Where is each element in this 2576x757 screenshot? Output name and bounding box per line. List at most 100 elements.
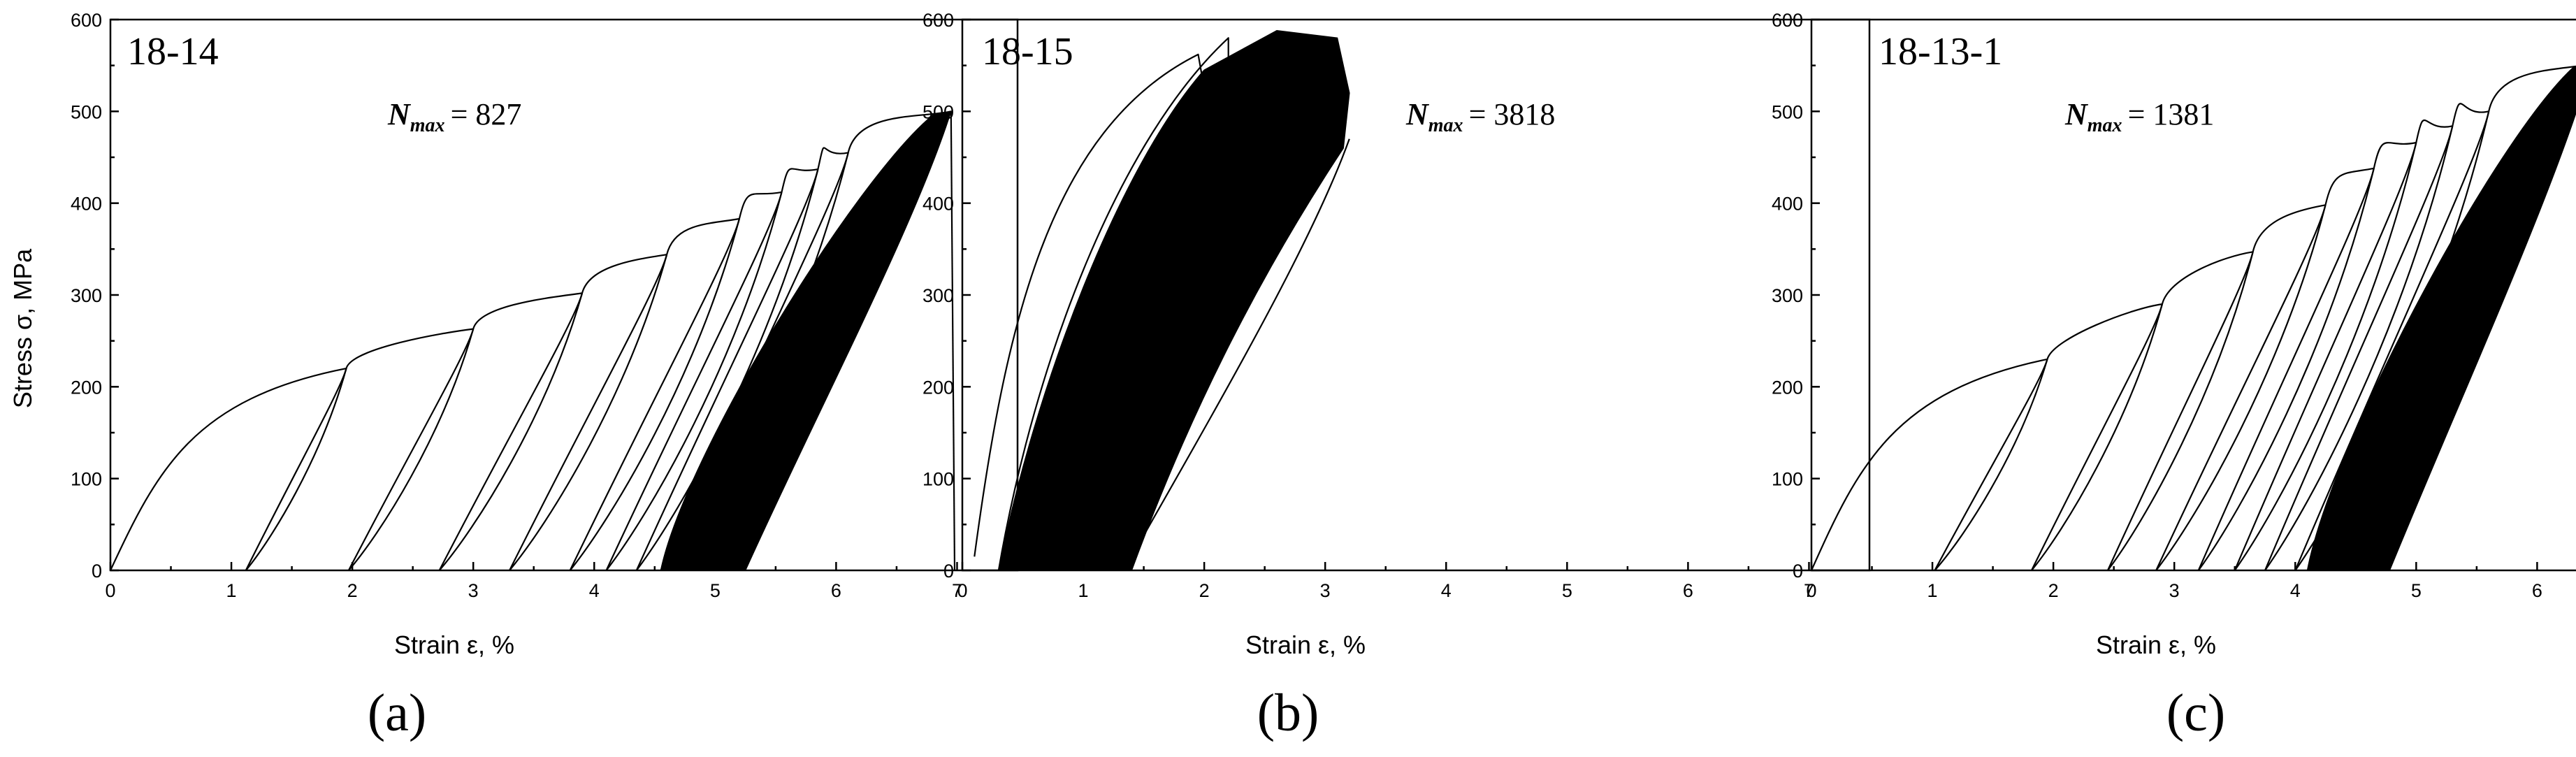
chart-panel-c: 0 1 2 3 4 5 6 70 100 200 300 400 500 600 18-13-1 Nmax… — [1772, 10, 2576, 742]
x-tick-label: 0 — [1806, 580, 1816, 601]
x-tick-label: 5 — [710, 580, 721, 601]
y-axis-title: Stress σ, MPa — [8, 248, 37, 408]
x-tick-label: 1 — [226, 580, 237, 601]
reloading-curve — [2264, 103, 2489, 571]
data-curves — [110, 110, 956, 571]
reloading-curve — [2294, 65, 2576, 571]
nmax-subscript: max — [2087, 115, 2122, 136]
reloading-curve — [245, 328, 474, 571]
x-axis-title: Strain ε, % — [2096, 630, 2216, 659]
y-tick-label: 100 — [1772, 469, 1803, 490]
x-tick-label: 3 — [2169, 580, 2180, 601]
y-tick-label: 200 — [1772, 377, 1803, 398]
y-tick-label: 400 — [922, 194, 954, 215]
x-tick-label: 2 — [1199, 580, 1210, 601]
x-tick-label: 0 — [957, 580, 967, 601]
y-tick-label: 100 — [922, 469, 954, 490]
y-tick-label: 200 — [922, 377, 954, 398]
nmax-label: Nmax = 3818 — [1405, 97, 1555, 136]
unloading-curve — [2155, 205, 2327, 571]
unloading-curve — [245, 368, 347, 571]
x-tick-label: 3 — [1320, 580, 1331, 601]
reloading-curve — [1934, 303, 2163, 571]
initial-loading-curve — [110, 368, 347, 571]
y-tick-label: 0 — [92, 561, 102, 582]
initial-loading-curve — [1810, 358, 2048, 571]
unloading-curve — [438, 293, 584, 571]
y-tick-label: 500 — [1772, 101, 1803, 122]
unloading-curve — [2197, 168, 2375, 571]
x-tick-label: 6 — [831, 580, 841, 601]
nmax-value: = 3818 — [1469, 97, 1556, 131]
nmax-symbol: N — [387, 97, 412, 131]
x-tick-label: 4 — [2290, 580, 2301, 601]
reloading-curve — [569, 191, 782, 571]
y-tick-label: 0 — [1793, 561, 1803, 582]
nmax-symbol: N — [1405, 97, 1430, 131]
x-tick-label: 4 — [1441, 580, 1452, 601]
x-tick-label: 1 — [1927, 580, 1938, 601]
y-tick-label: 300 — [1772, 285, 1803, 306]
x-tick-label: 5 — [2411, 580, 2422, 601]
nmax-symbol: N — [2064, 97, 2089, 131]
nmax-value: = 827 — [451, 97, 522, 131]
final-unload-curve — [1131, 138, 1350, 557]
y-tick-label: 600 — [71, 10, 102, 31]
sample-id-label: 18-14 — [127, 30, 219, 73]
y-tick-label: 300 — [922, 285, 954, 306]
nmax-value: = 1381 — [2128, 97, 2215, 131]
x-tick-label: 6 — [1683, 580, 1693, 601]
unloading-curve — [569, 218, 740, 571]
x-tick-label: 2 — [2048, 580, 2059, 601]
x-tick-label: 7 — [1804, 580, 1814, 601]
data-curves — [1810, 65, 2576, 571]
dense-cycle-region — [997, 30, 1350, 571]
x-tick-label: 1 — [1078, 580, 1089, 601]
reloading-curve — [2031, 251, 2253, 571]
panel-label: (a) — [368, 684, 426, 742]
sample-id-label: 18-13-1 — [1879, 30, 2002, 73]
y-tick-label: 400 — [1772, 194, 1803, 215]
sample-id-label: 18-15 — [982, 30, 1073, 73]
data-curves — [974, 30, 1350, 571]
x-tick-label: 4 — [589, 580, 600, 601]
reloading-curve — [2234, 119, 2453, 571]
reloading-curve — [2106, 204, 2326, 571]
unloading-curve — [2107, 252, 2254, 571]
y-tick-label: 100 — [71, 469, 102, 490]
y-tick-label: 400 — [71, 194, 102, 215]
y-tick-label: 200 — [71, 377, 102, 398]
y-tick-label: 500 — [922, 101, 954, 122]
y-tick-label: 0 — [943, 561, 954, 582]
panel-label: (c) — [2166, 684, 2225, 742]
y-tick-label: 600 — [922, 10, 954, 31]
panel-label: (b) — [1257, 684, 1319, 742]
nmax-label: Nmax = 827 — [387, 97, 521, 136]
reloading-curve — [2197, 141, 2417, 571]
dense-cycle-region — [2306, 66, 2576, 571]
nmax-label: Nmax = 1381 — [2064, 97, 2214, 136]
x-tick-label: 5 — [1562, 580, 1572, 601]
y-tick-label: 500 — [71, 101, 102, 122]
x-axis-title: Strain ε, % — [394, 630, 514, 659]
x-tick-label: 0 — [105, 580, 115, 601]
x-axis-title: Strain ε, % — [1245, 630, 1366, 659]
x-tick-label: 2 — [347, 580, 358, 601]
failure-drop-line — [950, 111, 956, 571]
unloading-curve — [509, 254, 668, 571]
unloading-curve — [2234, 142, 2417, 571]
reloading-curve — [2155, 167, 2375, 571]
nmax-subscript: max — [410, 115, 445, 136]
x-tick-label: 3 — [468, 580, 479, 601]
unloading-curve — [2031, 303, 2163, 571]
nmax-subscript: max — [1428, 115, 1463, 136]
reloading-curve — [438, 254, 667, 571]
reloading-curve — [509, 217, 740, 571]
reloading-curve — [605, 168, 818, 571]
